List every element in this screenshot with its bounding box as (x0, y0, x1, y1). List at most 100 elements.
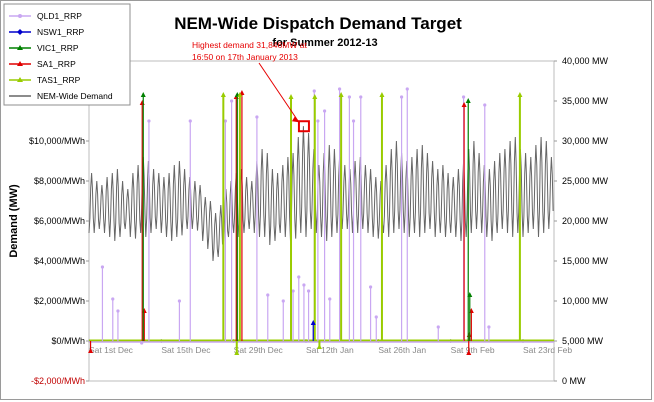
price-spike-marker (316, 119, 320, 123)
right-tick-label: 15,000 MW (562, 256, 609, 266)
legend-label: NEM-Wide Demand (37, 91, 113, 101)
x-tick-label: Sat 15th Dec (161, 345, 211, 355)
price-spike-marker (281, 299, 285, 303)
x-tick-label: Sat 29th Dec (234, 345, 284, 355)
price-spike-marker (297, 275, 301, 279)
price-spike-marker (223, 119, 227, 123)
left-tick-label: $6,000/MWh (34, 216, 85, 226)
left-tick-label: $0/MWh (51, 336, 85, 346)
price-spike-marker (312, 89, 316, 93)
price-spike-marker (405, 87, 409, 91)
price-spike-marker (177, 299, 182, 303)
price-spike-marker (147, 119, 151, 123)
legend-label: SA1_RRP (37, 59, 76, 69)
price-spike-marker (266, 293, 270, 297)
legend-marker (18, 14, 22, 18)
price-spike-marker (100, 265, 105, 269)
price-spike-marker (487, 325, 491, 329)
price-spike-marker (351, 119, 356, 123)
x-tick-label: Sat 12th Jan (306, 345, 354, 355)
series-price-spikes (88, 87, 523, 355)
price-spike-marker (359, 95, 363, 99)
right-axis: 0 MW 5,000 MW 10,000 MW 15,000 MW 20,000 MW 2… (554, 56, 609, 386)
price-spike-marker (139, 100, 145, 105)
left-axis: -$2,000/MWh $0/MWh $2,000/MWh $4,000/MWh $6,… (29, 136, 89, 386)
right-tick-label: 40,000 MW (562, 56, 609, 66)
left-tick-label: $4,000/MWh (34, 256, 85, 266)
right-tick-label: 30,000 MW (562, 136, 609, 146)
price-spike-marker (88, 348, 94, 353)
price-spike-marker (116, 309, 120, 313)
price-spike-marker (467, 292, 473, 297)
right-tick-label: 20,000 MW (562, 216, 609, 226)
right-tick-label: 5,000 MW (562, 336, 604, 346)
left-tick-label: $2,000/MWh (34, 296, 85, 306)
annotation-line-1: Highest demand 31,846MW at (192, 40, 307, 50)
price-spike-marker (338, 92, 344, 97)
legend-label: QLD1_RRP (37, 11, 82, 21)
series-price-baseline (89, 339, 554, 343)
x-tick-label: Sat 26th Jan (378, 345, 426, 355)
right-tick-label: 25,000 MW (562, 176, 609, 186)
legend-label: TAS1_RRP (37, 75, 81, 85)
price-spike-marker (483, 103, 487, 107)
price-spike-marker (347, 95, 351, 99)
x-tick-label: Sat 23rd Feb (523, 345, 572, 355)
x-tick-label: Sat 9th Feb (451, 345, 495, 355)
price-spike-marker (230, 99, 234, 103)
price-spike-marker (111, 297, 115, 301)
price-spike-marker (302, 283, 306, 287)
legend-marker (17, 29, 23, 35)
price-spike-marker (188, 119, 192, 123)
price-spike-marker (374, 315, 378, 319)
legend-marker (17, 45, 23, 50)
price-spike-marker (288, 94, 294, 99)
legend-label: NSW1_RRP (37, 27, 85, 37)
price-spike-marker (517, 92, 523, 97)
left-tick-label: $8,000/MWh (34, 176, 85, 186)
price-spike-marker (465, 98, 471, 103)
price-spike-marker (220, 92, 226, 97)
series-nem-wide-demand (88, 126, 554, 262)
x-tick-label: Sat 1st Dec (89, 345, 134, 355)
left-tick-label: $10,000/MWh (29, 136, 85, 146)
price-spike-marker (461, 102, 467, 107)
price-spike-marker (255, 115, 259, 119)
y-axis-label: Demand (MW) (8, 184, 20, 258)
price-spike-marker (337, 87, 342, 91)
left-tick-label: -$2,000/MWh (31, 376, 85, 386)
price-spike-marker (140, 92, 146, 97)
right-tick-label: 10,000 MW (562, 296, 609, 306)
annotation-arrowhead (291, 116, 299, 123)
price-spike-marker (461, 95, 466, 99)
right-tick-label: 0 MW (562, 376, 586, 386)
peak-annotation: Highest demand 31,846MW at 16:50 on 17th… (192, 40, 310, 133)
price-spike-marker (399, 95, 404, 99)
chart-title: NEM-Wide Dispatch Demand Target (174, 14, 462, 33)
price-spike-marker (237, 92, 243, 97)
price-spike-marker (310, 320, 316, 325)
price-spike-marker (291, 289, 295, 293)
annotation-arrow (258, 62, 300, 123)
price-spike-marker (306, 289, 311, 293)
price-spike-marker (368, 285, 373, 289)
annotation-line-2: 16:50 on 17th January 2013 (192, 52, 298, 62)
price-spike-marker (323, 109, 327, 113)
price-spike-marker (379, 92, 385, 97)
chart-subtitle: for Summer 2012-13 (272, 37, 377, 49)
price-spike-marker (316, 344, 322, 349)
price-spike-marker (140, 341, 144, 345)
price-spike-marker (436, 325, 440, 329)
demand-line (88, 126, 554, 262)
legend-marker (17, 77, 23, 82)
price-spike-marker (466, 350, 472, 355)
peak-highlight-box (297, 120, 310, 133)
price-spike-marker (234, 350, 240, 355)
legend-label: VIC1_RRP (37, 43, 79, 53)
legend-marker (17, 61, 23, 66)
price-spike-marker (328, 297, 332, 301)
right-tick-label: 35,000 MW (562, 96, 609, 106)
price-spike-marker (312, 94, 318, 99)
